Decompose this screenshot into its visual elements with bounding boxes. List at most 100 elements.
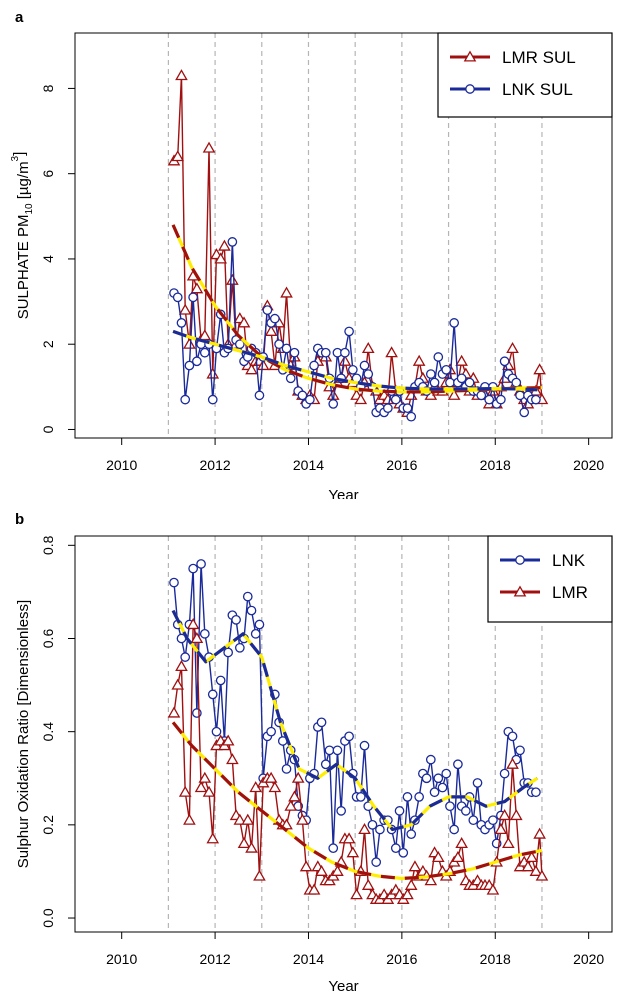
panel-b-xtick-label-2012: 2012 [200, 951, 231, 967]
panel-b-series-lnk-point-70 [441, 768, 452, 779]
panel-a-plot-frame [74, 32, 613, 439]
panel-b-series-lmr-point-60 [401, 888, 414, 900]
panel-b-series-lnk-point-69 [437, 782, 448, 793]
panel-a-series-lmr-sul-point-8 [198, 329, 212, 341]
panel-b-ytick-label-0: 0.0 [40, 908, 56, 928]
panel-a-series-lnk-sul-point-44 [340, 347, 350, 358]
panel-b-series-lmr-point-87 [506, 757, 519, 769]
panel-a-series-lnk-sul-point-68 [433, 352, 444, 362]
panel-b-series-lnk-point-68 [433, 773, 444, 784]
panel-b-ytick-label-2: 0.4 [40, 722, 56, 742]
panel-b-series-lmr-point-10 [206, 832, 220, 844]
panel-a-series-lmr-sul-point-23 [256, 359, 270, 371]
panel-b-series-lmr-point-15 [226, 753, 239, 765]
panel-b-x-axis-label: Year [328, 978, 358, 995]
panel-b-series-lmr-point-38 [315, 864, 328, 876]
panel-b-series-lnk-point-73 [453, 759, 463, 770]
panel-b-series-lmr-point-36 [307, 883, 321, 895]
panel-a-series-lnk-sul-point-90 [519, 407, 530, 418]
panel-b-series-lmr-point-7 [194, 781, 208, 793]
panel-a-series-lnk-sul-point-74 [456, 373, 467, 384]
panel-a-series-lnk-sul-point-36 [309, 360, 319, 371]
panel-b-series-lmr-point-45 [342, 832, 356, 844]
panel-a-series-lmr-sul-point-6 [190, 282, 204, 294]
panel-b-series-lnk-point-25 [266, 726, 276, 737]
panel-b-series-lnk-point-8 [199, 628, 210, 639]
panel-b-legend-lnk-label: LNK [552, 551, 586, 570]
panel-a-series-lnk-sul-point-8 [199, 347, 210, 358]
panel-b-series-lmr-point-42 [331, 864, 344, 876]
panel-b-series-lmr-point-26 [268, 781, 282, 793]
panel-a-xtick-label-2010: 2010 [106, 457, 137, 473]
panel-a-series-lmr-sul-point-25 [264, 324, 278, 336]
panel-b-series-lmr-point-61 [404, 878, 418, 890]
panel-b-xtick-label-2014: 2014 [293, 951, 324, 967]
panel-a-ytick-label-3: 6 [40, 170, 56, 178]
panel-a-series-lnk-sul-point-71 [445, 377, 455, 388]
panel-b-series-lmr-point-95 [535, 869, 549, 881]
panel-a-ytick-label-2: 4 [40, 255, 56, 263]
panel-b-series-lmr-point-3 [178, 785, 192, 797]
panel-b-series-lmr-point-17 [233, 813, 247, 825]
panel-b-series-lnk-point-89 [515, 745, 525, 756]
panel-b-series-lmr-point-30 [284, 799, 298, 811]
panel-b-series-lmr-point-91 [521, 860, 535, 872]
panel-a-x-axis-label: Year [328, 487, 358, 499]
panel-b-series-lmr-point-25 [264, 771, 278, 783]
panel-a-series-lmr-sul-point-50 [361, 341, 375, 354]
panel-a-series-lmr-sul-point-94 [533, 363, 546, 375]
panel-b-series-lnk-point-78 [472, 778, 483, 788]
panel-a-series-lnk-sul-point-57 [390, 394, 401, 405]
panel-b-series-lmr-point-84 [494, 822, 508, 835]
panel-a-series-lnk-sul-point-60 [402, 403, 413, 414]
panel-b-series-lnk-point-10 [207, 689, 218, 700]
panel-b-legend-lmr-marker [513, 585, 527, 597]
panel-a-legend-lnk-sul-label: LNK SUL [502, 80, 573, 99]
panel-b-series-lmr-point-94 [533, 827, 546, 839]
panel-a-series-lmr-sul-point-20 [245, 363, 258, 375]
panel-b-series-lnk-point-75 [460, 806, 471, 816]
panel-b-series-lmr-point-20 [245, 841, 258, 853]
panel-b-series-lnk-point-58 [394, 806, 405, 816]
panel-a-series-lnk-sul-point-41 [328, 399, 339, 409]
panel-b-series-lmr-point-2 [175, 659, 188, 671]
panel-b-series-lnk-point-65 [421, 773, 432, 784]
panel-b-series-lmr-point-47 [350, 888, 363, 900]
panel-b-xtick-label-2016: 2016 [386, 951, 417, 967]
panel-b-series-lnk-point-19 [242, 591, 253, 602]
panel-b-chart: b 2010 2012 2014 2016 2018 2020 Year 0.0 0.2 0.4 0.… [15, 511, 613, 995]
panel-a-series-lnk-sul-point-84 [496, 394, 506, 405]
panel-a-series-lnk-sul-point-81 [484, 394, 495, 405]
panel-b-series-lmr-point-73 [451, 850, 465, 863]
panel-a-series-lnk-sul-point-22 [254, 390, 265, 401]
panel-b-series-lnk-point-85 [499, 768, 510, 779]
panel-b-series-lmr-point-6 [190, 631, 204, 644]
panel-b-series-lnk-point-72 [449, 824, 460, 835]
panel-a-series-lnk-sul-point-4 [184, 360, 195, 371]
panel-a-series-lnk-sul-point-17 [234, 339, 245, 350]
panel-b-series-lnk-point-82 [488, 815, 498, 826]
panel-b-series-lmr-point-1 [171, 678, 185, 690]
panel-a-series-lnk-sul-point-70 [441, 364, 452, 375]
panel-a-series-lnk-sul-point-26 [270, 313, 280, 324]
panel-a-series-lmr-sul-point-18 [237, 316, 251, 328]
panel-a-series-lnk-sul-point-93 [531, 394, 541, 405]
panel-b-series-lnk-point-42 [332, 745, 343, 756]
panel-b-series-lnk-point-63 [414, 792, 424, 802]
panel-a-ytick-label-0: 0 [40, 425, 56, 433]
panel-a-series-lnk-sul-point-46 [347, 364, 358, 375]
panel-b-series-lnk-point-51 [367, 819, 378, 830]
panel-a-series-lmr-sul-point-4 [183, 337, 196, 349]
panel-b-series-lmr-point-66 [424, 874, 438, 886]
panel-b-series-lnk-point-38 [316, 717, 327, 728]
panel-b-series-lnk-point-67 [429, 787, 440, 798]
panel-b-series-lnk-point-0 [169, 577, 179, 588]
panel-b-series-lnk-trend-dash [171, 609, 539, 832]
panel-a-series-lmr-sul-point-10 [206, 367, 220, 379]
panel-a-series-lnk-sul-point-45 [344, 326, 354, 337]
panel-b-series-lnk-point-77 [468, 815, 479, 826]
panel-a-legend-lmr-sul-label: LMR SUL [502, 48, 576, 67]
panel-b-series-lmr-point-93 [529, 864, 543, 876]
panel-a-series-lmr-sul-point-2 [175, 69, 188, 81]
panel-a-series-lnk-sul-point-29 [281, 343, 292, 354]
